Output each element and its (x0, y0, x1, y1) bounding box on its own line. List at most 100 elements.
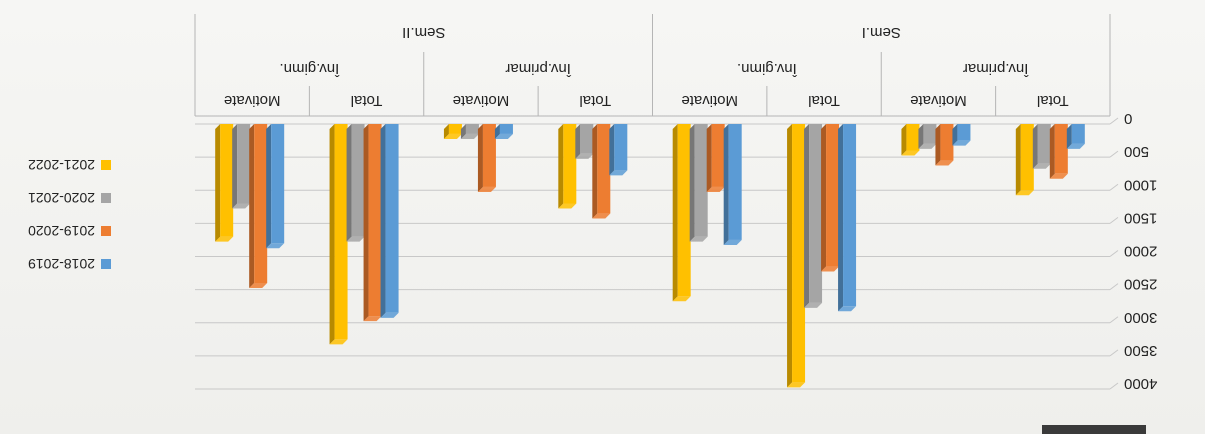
redaction-mark (1042, 425, 1146, 434)
bar (694, 124, 708, 237)
bar (448, 124, 462, 134)
bar (1020, 124, 1034, 191)
gridline-perspective (1109, 183, 1119, 191)
bar-top (232, 203, 251, 209)
bar-top (443, 133, 462, 139)
bar-side (460, 124, 466, 139)
bar-side (935, 124, 941, 166)
bar (271, 124, 285, 244)
bar (499, 124, 513, 134)
category-label: Motivate (224, 92, 281, 109)
y-tick-label: 4000 (1124, 375, 1157, 392)
y-tick-label: 500 (1124, 143, 1149, 160)
y-axis-tick-labels: 0 500 1000 1500 2000 2500 3000 3500 4000 (1124, 110, 1157, 392)
bar-top (672, 296, 691, 302)
bar (1054, 124, 1068, 174)
bar-side (1032, 124, 1038, 169)
bar-top (723, 239, 742, 245)
y-tick-label: 3000 (1124, 309, 1157, 326)
bar-side (363, 124, 369, 322)
bar (809, 124, 823, 303)
bar-side (1066, 124, 1072, 149)
y-tick-label: 2500 (1124, 276, 1157, 293)
bar-side (380, 124, 386, 318)
bars (215, 124, 1085, 388)
bar-top (460, 133, 479, 139)
bar-side (558, 124, 564, 209)
bar-top (1015, 190, 1034, 196)
bar (906, 124, 920, 151)
bar-side (804, 124, 810, 308)
bar-side (232, 124, 238, 209)
bar-top (935, 160, 954, 166)
group-label: Sem.I (862, 24, 901, 41)
bar (482, 124, 496, 187)
bar (826, 124, 840, 267)
bar-side (672, 124, 678, 302)
bar-top (1049, 173, 1068, 179)
bar-top (918, 143, 937, 149)
gridline-perspective (1109, 283, 1119, 291)
legend-swatch (101, 226, 111, 236)
bar (254, 124, 268, 283)
bar-top (901, 150, 920, 156)
bar-side (249, 124, 255, 288)
bar (711, 124, 725, 187)
bar (792, 124, 806, 383)
bar-side (346, 124, 352, 242)
bar (843, 124, 857, 307)
bar (923, 124, 937, 144)
bar-side (689, 124, 695, 242)
gridline-perspective (1109, 117, 1119, 125)
bar (1037, 124, 1051, 164)
gridline-perspective (1109, 216, 1119, 224)
bar-top (1032, 163, 1051, 169)
subgroup-label: Înv.primar (505, 60, 572, 77)
subgroup-label: Înv.gimn. (280, 60, 341, 77)
bar (728, 124, 742, 240)
gridline-perspective (1109, 150, 1119, 158)
y-tick-label: 2000 (1124, 243, 1157, 260)
bar (1071, 124, 1085, 144)
bar-side (575, 124, 581, 159)
bar-top (215, 236, 234, 242)
bar (677, 124, 691, 297)
bar-side (609, 124, 615, 176)
bar-side (1049, 124, 1055, 179)
subgroup-label: Înv.primar (963, 60, 1030, 77)
bar-top (329, 339, 348, 345)
bar-top (558, 203, 577, 209)
subgroup-label: Înv.gimn. (737, 60, 798, 77)
legend-label: 2018-2019 (28, 256, 95, 272)
y-tick-label: 1000 (1124, 176, 1157, 193)
gridline-perspective (1109, 382, 1119, 390)
bar-side (329, 124, 335, 345)
bar-side (477, 124, 483, 192)
legend-label: 2019-2020 (28, 223, 95, 239)
category-label: Total (808, 92, 840, 109)
bar-top (380, 312, 399, 318)
bar-side (592, 124, 598, 219)
legend-label: 2021-2022 (28, 157, 95, 173)
bar (563, 124, 577, 204)
bar-side (1015, 124, 1021, 196)
gridline-perspective (1109, 250, 1119, 257)
bar-top (363, 316, 382, 322)
legend-label: 2020-2021 (28, 190, 95, 206)
category-label: Total (1037, 92, 1069, 109)
bar-top (787, 382, 806, 388)
bar (368, 124, 382, 317)
bar-top (609, 170, 628, 176)
bar-side (215, 124, 221, 242)
category-label: Total (579, 92, 611, 109)
bar-side (494, 124, 500, 139)
gridline-perspective (1109, 316, 1119, 324)
bar-top (346, 236, 365, 242)
bar-top (804, 302, 823, 308)
bar (385, 124, 399, 313)
legend-swatch (101, 193, 111, 203)
bar-side (706, 124, 712, 192)
legend-swatch (101, 259, 111, 269)
bar-top (494, 133, 513, 139)
